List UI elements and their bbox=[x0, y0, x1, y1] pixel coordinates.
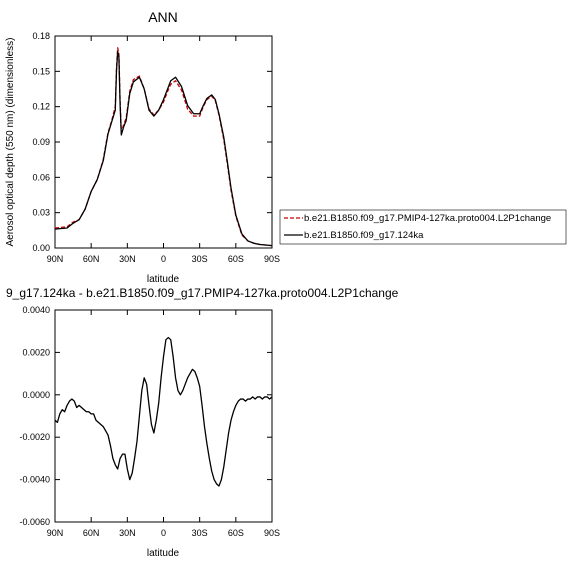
chart1-x-tick-label: 30S bbox=[192, 254, 208, 264]
chart2-series-1-line bbox=[54, 336, 273, 487]
chart1-y-tick-label: 0.15 bbox=[32, 66, 50, 76]
top-chart: ANN 0.00 0.03 0.06 0.09 0.12 0.15 0.18 90N 60N 3… bbox=[5, 9, 280, 285]
chart2-x-tick-label: 90S bbox=[264, 528, 280, 538]
bottom-x-axis-label: latitude bbox=[147, 548, 180, 559]
chart2-x-tick-label: 30N bbox=[119, 528, 136, 538]
chart1-x-tick-label: 90N bbox=[47, 254, 64, 264]
top-chart-title: ANN bbox=[148, 9, 178, 25]
legend-label-series-2: b.e21.B1850.f09_g17.124ka bbox=[304, 230, 424, 241]
chart1-x-tick-label: 90S bbox=[264, 254, 280, 264]
bottom-chart-title: 9_g17.124ka - b.e21.B1850.f09_g17.PMIP4-… bbox=[6, 286, 399, 300]
chart1-y-tick-label: 0.09 bbox=[32, 137, 50, 147]
chart2-y-tick-label: -0.0020 bbox=[19, 432, 50, 442]
chart1-y-tick-label: 0.00 bbox=[32, 243, 50, 253]
chart2-x-tick-label: 60N bbox=[83, 528, 100, 538]
legend: b.e21.B1850.f09_g17.PMIP4-127ka.proto004… bbox=[279, 209, 567, 245]
bottom-chart: 9_g17.124ka - b.e21.B1850.f09_g17.PMIP4-… bbox=[6, 286, 399, 559]
top-plot-frame bbox=[54, 35, 273, 249]
chart2-y-tick-label: 0.0000 bbox=[22, 390, 50, 400]
chart2-y-tick-label: 0.0040 bbox=[22, 305, 50, 315]
chart1-x-tick-label: 0 bbox=[161, 254, 166, 264]
chart1-y-tick-label: 0.06 bbox=[32, 172, 50, 182]
legend-label-series-1: b.e21.B1850.f09_g17.PMIP4-127ka.proto004… bbox=[304, 213, 551, 224]
chart1-series-2-line bbox=[54, 50, 273, 247]
chart2-x-tick-label: 60S bbox=[228, 528, 244, 538]
chart1-x-tick-label: 30N bbox=[119, 254, 136, 264]
bottom-plot-frame bbox=[54, 309, 273, 523]
chart2-x-tick-label: 0 bbox=[161, 528, 166, 538]
chart2-x-tick-label: 30S bbox=[192, 528, 208, 538]
chart1-series-1-line bbox=[54, 47, 273, 247]
chart1-x-tick-label: 60S bbox=[228, 254, 244, 264]
chart1-x-tick-label: 60N bbox=[83, 254, 100, 264]
top-x-axis-label: latitude bbox=[147, 274, 180, 285]
top-y-axis-label: Aerosol optical depth (550 nm) (dimensio… bbox=[5, 38, 16, 247]
chart2-y-tick-label: 0.0020 bbox=[22, 347, 50, 357]
legend-box bbox=[279, 209, 567, 245]
chart2-x-tick-label: 90N bbox=[47, 528, 64, 538]
chart2-y-tick-label: -0.0060 bbox=[19, 517, 50, 527]
chart1-y-tick-label: 0.12 bbox=[32, 102, 50, 112]
chart1-y-tick-label: 0.03 bbox=[32, 208, 50, 218]
chart1-y-tick-label: 0.18 bbox=[32, 31, 50, 41]
chart2-y-tick-label: -0.0040 bbox=[19, 475, 50, 485]
